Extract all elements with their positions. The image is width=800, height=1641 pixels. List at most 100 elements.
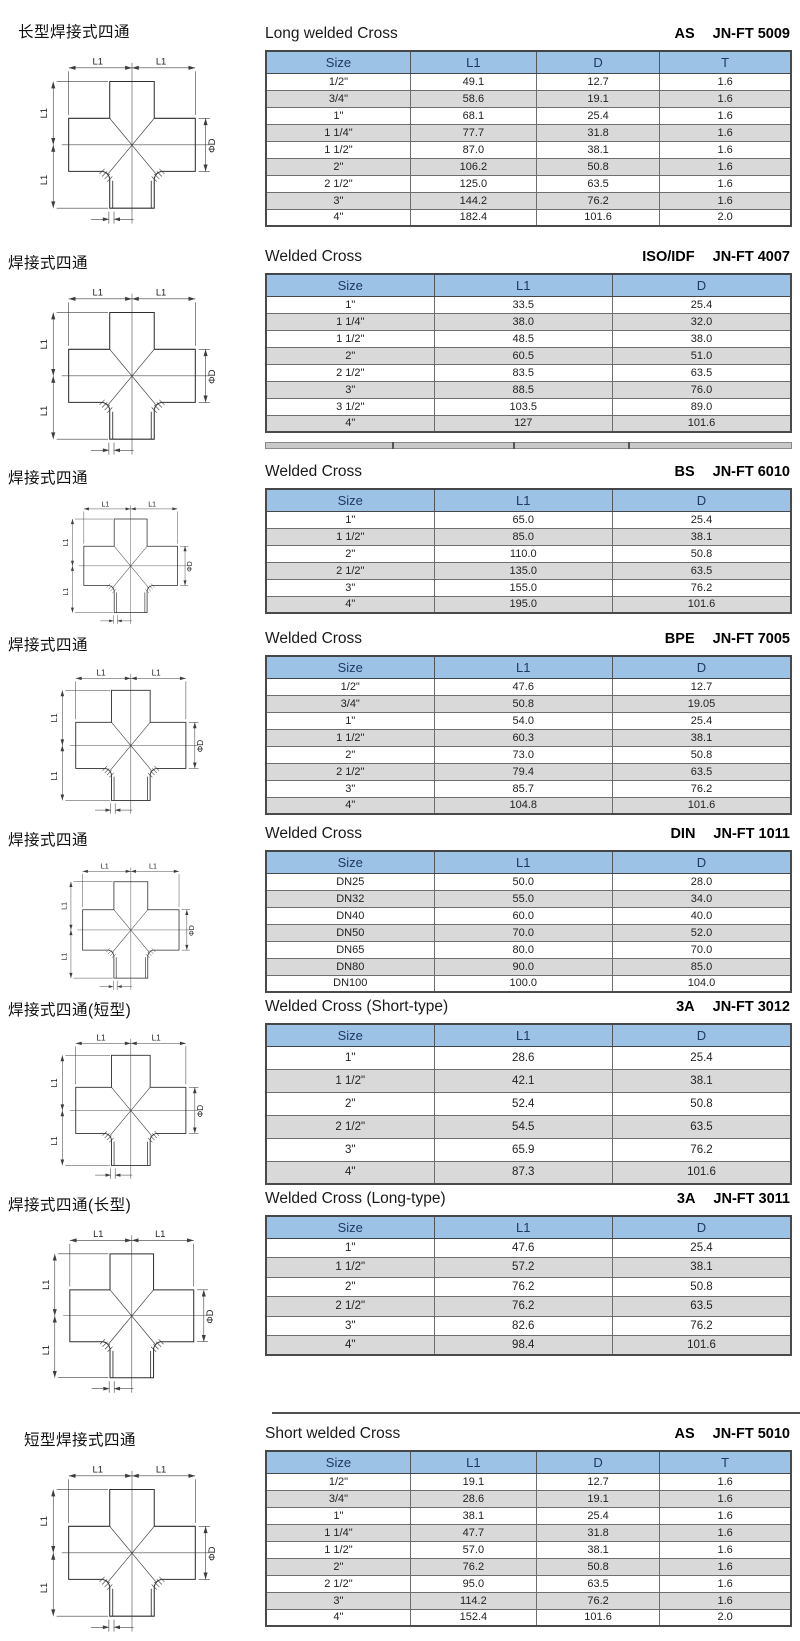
dim-label-l1-top-left: L1 [97, 668, 107, 677]
standard-badge: BPE JN-FT 7005 [665, 631, 790, 647]
table-cell: 1.6 [659, 191, 792, 210]
fitting-outline [67, 81, 196, 209]
tube-walls [111, 180, 152, 209]
dim-label-l1-top-right: L1 [149, 501, 157, 508]
standard-badge: 3A JN-FT 3012 [676, 999, 790, 1015]
dimension-lines [62, 678, 199, 814]
table-cell: 1.6 [659, 72, 792, 91]
collapsed-row-divider [265, 442, 792, 449]
table-cell: 50.8 [612, 1091, 792, 1116]
table-cell: 70.0 [433, 923, 613, 942]
table-cell: 28.6 [433, 1045, 613, 1070]
table-row: 2 1/2" 54.5 63.5 [265, 1114, 792, 1139]
dim-label-l1-top-right: L1 [155, 55, 165, 66]
standard-code: JN-FT 1011 [713, 826, 790, 842]
section-3: 焊接式四通 [0, 458, 800, 625]
table-cell: 98.4 [433, 1335, 613, 1356]
cross-fitting-diagram: L1 L1 L1 L1 ΦD [51, 668, 205, 814]
column-header: D [612, 1023, 792, 1047]
section-title-cn: 焊接式四通 [8, 637, 89, 654]
table-cell: 127 [433, 414, 613, 433]
dim-label-phi-d: ΦD [196, 740, 205, 753]
column-header: L1 [409, 50, 537, 74]
table-row: DN50 70.0 52.0 [265, 923, 792, 942]
column-header: L1 [433, 1023, 613, 1047]
fitting-outline [67, 1489, 196, 1617]
dim-label-phi-d: ΦD [206, 1546, 217, 1561]
table-cell: 101.6 [612, 1335, 792, 1356]
fitting-outline [69, 1253, 194, 1379]
standard-name: ISO/IDF [642, 249, 695, 265]
table-cell: 52.0 [612, 923, 792, 942]
weld-hatching [98, 168, 165, 182]
table-row: 3" 85.7 76.2 [265, 779, 792, 798]
table-cell: 1.6 [659, 1574, 792, 1593]
table-cell: 85.7 [433, 779, 613, 798]
diagonal-lines [107, 1526, 156, 1583]
table-cell: 1/2" [265, 677, 435, 696]
table-cell: 1 1/2" [265, 1540, 411, 1559]
table-row: 3" 114.2 76.2 1.6 [265, 1591, 792, 1610]
table-cell: 1 1/4" [265, 1523, 411, 1542]
center-axes [62, 1235, 207, 1393]
table-cell: 12.7 [535, 1472, 661, 1491]
table-cell: 3" [265, 1315, 435, 1336]
table-cell: 76.2 [433, 1276, 613, 1297]
table-row: 1" 68.1 25.4 1.6 [265, 106, 792, 125]
table-cell: 104.8 [433, 796, 613, 815]
standard-code: JN-FT 5010 [712, 1426, 790, 1442]
table-header-row: Size L1 D T [265, 1450, 792, 1474]
diagram-column: 焊接式四通 [0, 243, 258, 458]
standard-badge: BS JN-FT 6010 [674, 464, 790, 480]
table-cell: 54.0 [433, 711, 613, 730]
table-header-row: Size L1 D [265, 850, 792, 874]
cross-fitting-diagram: L1 L1 L1 L1 ΦD [38, 1463, 217, 1632]
standard-name: AS [674, 26, 695, 42]
table-row: 1 1/2" 60.3 38.1 [265, 728, 792, 747]
table-cell: 60.0 [433, 906, 613, 925]
dimension-arrows [50, 65, 208, 222]
table-cell: 1" [265, 1506, 411, 1525]
dimension-labels: L1 L1 L1 L1 ΦD [38, 55, 217, 185]
fitting-outline [83, 518, 179, 614]
section-4: 焊接式四通 [0, 625, 800, 820]
diagram-column: 焊接式四通 [0, 458, 258, 625]
table-cell: 38.1 [612, 527, 792, 546]
table-cell: 52.4 [433, 1091, 613, 1116]
table-cell: 2 1/2" [265, 561, 435, 580]
table-header-row: Size L1 D [265, 273, 792, 297]
column-header: T [659, 1450, 792, 1474]
column-header: D [612, 488, 792, 512]
diagram-column: 焊接式四通(长型) [0, 1185, 258, 1412]
table-cell: 1.6 [659, 123, 792, 142]
diagram-column: 短型焊接式四通 [0, 1412, 258, 1633]
table-header-row: Size L1 D [265, 655, 792, 679]
diagram-column: 焊接式四通 [0, 625, 258, 820]
dimension-arrows [71, 507, 187, 623]
table-row: DN32 55.0 34.0 [265, 889, 792, 908]
table-cell: 2 1/2" [265, 363, 435, 382]
table-cell: 1.6 [659, 1591, 792, 1610]
standard-name: AS [674, 1426, 695, 1442]
cross-fitting-diagram: L1 L1 L1 L1 ΦD [38, 286, 217, 455]
table-cell: 19.05 [612, 694, 792, 713]
standard-name: 3A [676, 999, 695, 1015]
spec-table: Size L1 D DN25 50.0 28.0 DN32 55.0 34.0 DN40 60.0 4… [265, 850, 792, 993]
table-row: 1 1/4" 77.7 31.8 1.6 [265, 123, 792, 142]
table-row: 1" 54.0 25.4 [265, 711, 792, 730]
table-cell: 1" [265, 1045, 435, 1070]
column-header: D [612, 850, 792, 874]
fitting-outline [67, 312, 196, 440]
table-cell: 63.5 [612, 1114, 792, 1139]
table-cell: 101.6 [612, 595, 792, 614]
dimension-arrows [60, 676, 198, 812]
table-cell: 101.6 [612, 796, 792, 815]
table-title-row: Welded Cross ISO/IDF JN-FT 4007 [265, 248, 790, 266]
dimension-lines [52, 298, 210, 455]
standard-code: JN-FT 7005 [712, 631, 790, 647]
table-cell: 63.5 [612, 762, 792, 781]
table-title-row: Welded Cross DIN JN-FT 1011 [265, 825, 790, 843]
table-header-row: Size L1 D [265, 1215, 792, 1239]
cross-fitting-diagram: L1 L1 L1 L1 ΦD [60, 863, 196, 990]
standard-code: JN-FT 3012 [712, 999, 790, 1015]
